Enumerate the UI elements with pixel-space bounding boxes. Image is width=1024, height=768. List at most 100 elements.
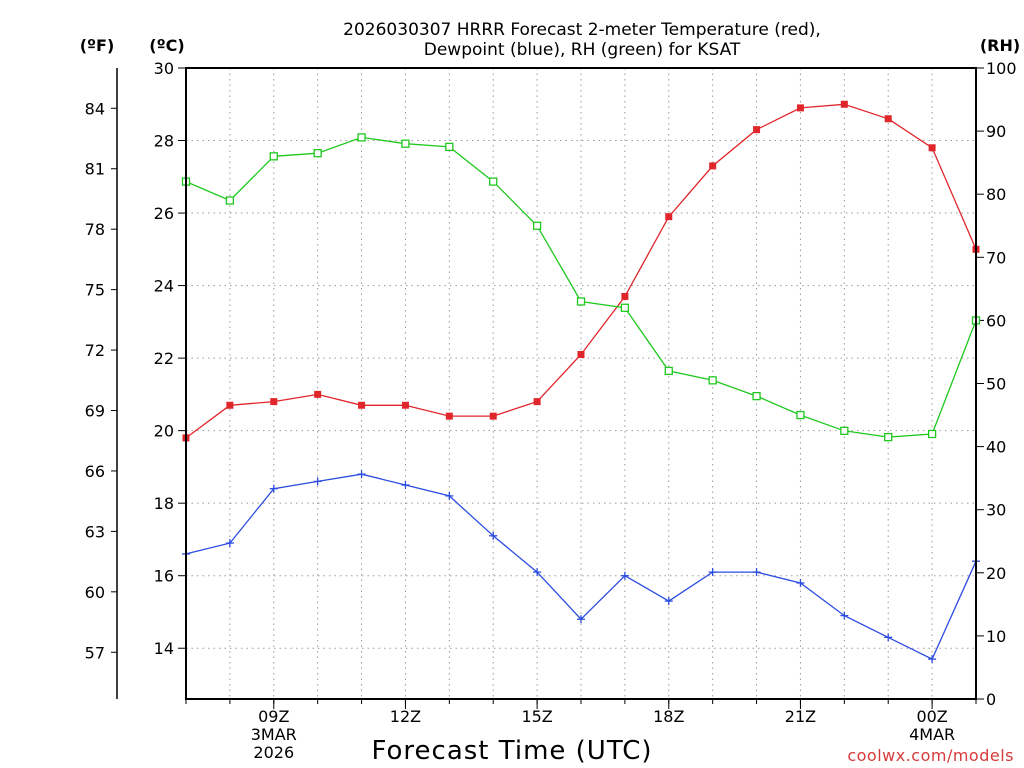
celsius-tick-label: 26 <box>154 204 174 223</box>
rh-point <box>927 429 937 439</box>
rh-point <box>884 432 893 442</box>
fahrenheit-tick-label: 78 <box>85 220 105 239</box>
rh-point <box>664 366 673 376</box>
x-tick-label: 15Z <box>521 707 552 726</box>
celsius-tick-label: 16 <box>154 567 174 586</box>
fahrenheit-tick-label: 75 <box>85 281 105 300</box>
rh-point <box>445 142 454 152</box>
celsius-tick-label: 22 <box>154 349 174 368</box>
temperature-point <box>489 412 497 420</box>
rh-unit-label: (RH) <box>980 36 1020 55</box>
fahrenheit-tick-label: 84 <box>85 99 105 118</box>
rh-tick-label: 0 <box>986 690 996 709</box>
grid-lines <box>186 68 976 699</box>
temperature-point <box>884 115 892 123</box>
rh-point <box>708 376 717 385</box>
dewpoint-point <box>445 491 454 500</box>
rh-tick-label: 100 <box>986 59 1017 78</box>
dewpoint-point <box>489 531 498 540</box>
rh-tick-label: 60 <box>986 311 1006 330</box>
x-tick-label: 12Z <box>390 707 421 726</box>
x-tick-label: 4MAR <box>909 725 955 744</box>
celsius-tick-label: 18 <box>154 494 174 513</box>
dewpoint-point <box>533 568 542 577</box>
celsius-tick-label: 20 <box>154 422 174 441</box>
temperature-point <box>358 401 366 409</box>
fahrenheit-tick-label: 57 <box>85 643 105 662</box>
rh-point <box>532 221 542 230</box>
dewpoint-point <box>796 578 805 587</box>
temperature-point <box>928 144 936 152</box>
rh-point <box>752 391 761 401</box>
celsius-unit-label: (ºC) <box>149 36 184 55</box>
x-axis-title: Forecast Time (UTC) <box>371 736 652 766</box>
x-tick-label: 3MAR <box>251 725 297 744</box>
data-series <box>181 100 981 664</box>
temperature-point <box>533 398 541 406</box>
rh-tick-label: 20 <box>986 564 1006 583</box>
fahrenheit-tick-label: 63 <box>85 522 105 541</box>
temperature-point <box>270 398 278 406</box>
dewpoint-point <box>620 571 629 580</box>
temperature-point <box>621 292 629 300</box>
axes: 14 16 18 20 22 24 26 28 30 57 60 63 66 69 72 75 78 81 84 0 1… <box>85 59 1017 762</box>
dewpoint-point <box>401 481 410 490</box>
fahrenheit-tick-label: 72 <box>85 341 105 360</box>
dewpoint-point <box>577 615 585 624</box>
temperature-point <box>796 104 804 112</box>
dewpoint-point <box>752 568 761 577</box>
fahrenheit-unit-label: (ºF) <box>80 36 115 55</box>
fahrenheit-tick-label: 81 <box>85 160 105 179</box>
credit-text: coolwx.com/models <box>847 746 1014 765</box>
rh-point <box>489 177 498 186</box>
rh-point <box>357 133 366 142</box>
dewpoint-point <box>840 611 849 620</box>
plot-frame <box>185 67 977 700</box>
rh-tick-label: 90 <box>986 122 1006 141</box>
rh-point <box>225 196 235 205</box>
temperature-point <box>314 390 322 398</box>
fahrenheit-tick-label: 60 <box>85 583 105 602</box>
rh-tick-label: 40 <box>986 438 1006 457</box>
dewpoint-point <box>664 597 673 606</box>
rh-point <box>401 139 410 148</box>
rh-point <box>620 303 630 312</box>
rh-tick-label: 50 <box>986 375 1006 394</box>
temperature-point <box>577 350 585 358</box>
dewpoint-point <box>708 568 717 577</box>
fahrenheit-tick-label: 69 <box>85 401 105 420</box>
x-tick-label: 18Z <box>653 707 684 726</box>
celsius-tick-label: 24 <box>154 277 174 296</box>
rh-tick-label: 80 <box>986 185 1006 204</box>
dewpoint-point <box>928 655 937 664</box>
x-tick-label: 09Z <box>258 707 289 726</box>
dewpoint-point <box>313 477 322 486</box>
celsius-tick-label: 14 <box>154 639 174 658</box>
rh-point <box>840 426 849 435</box>
rh-point <box>576 297 586 306</box>
dewpoint-point <box>269 484 278 493</box>
x-tick-label: 21Z <box>785 707 816 726</box>
dewpoint-line <box>185 473 977 660</box>
rh-point <box>313 149 322 158</box>
rh-point <box>269 152 278 161</box>
temperature-point <box>840 100 848 108</box>
temperature-point <box>709 162 717 170</box>
dewpoint-point <box>225 539 234 548</box>
temperature-point <box>401 401 409 409</box>
rh-tick-label: 10 <box>986 627 1006 646</box>
dewpoint-point <box>884 633 893 642</box>
temperature-point <box>445 412 453 420</box>
x-tick-label: 2026 <box>253 743 294 762</box>
chart-title-line-2: Dewpoint (blue), RH (green) for KSAT <box>424 40 741 60</box>
temperature-point <box>226 401 234 409</box>
rh-point <box>796 410 805 420</box>
temperature-point <box>665 213 673 221</box>
rh-line <box>185 136 977 438</box>
dewpoint-point <box>357 470 366 479</box>
rh-tick-label: 30 <box>986 501 1006 520</box>
x-tick-label: 00Z <box>916 707 947 726</box>
chart-title-line-1: 2026030307 HRRR Forecast 2-meter Tempera… <box>343 20 821 40</box>
rh-tick-label: 70 <box>986 248 1006 267</box>
